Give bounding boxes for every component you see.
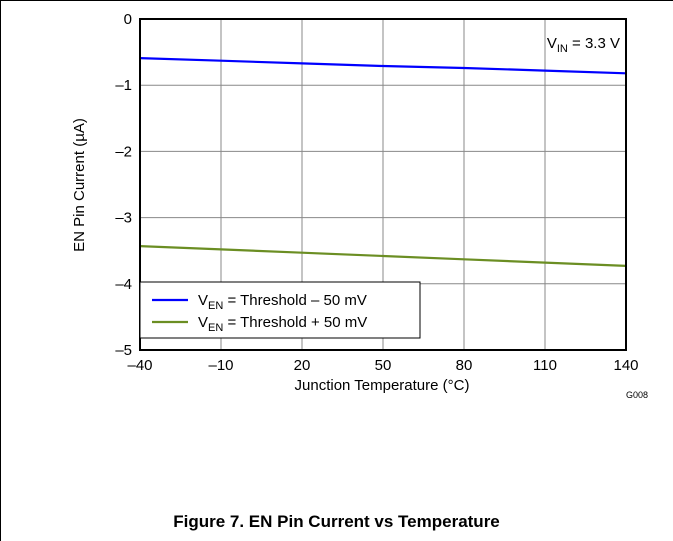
y-tick-label: –1 [115, 77, 132, 94]
series-line-1 [139, 57, 627, 75]
x-tick-label: 110 [533, 357, 557, 374]
x-tick-label: 50 [375, 357, 392, 374]
plot-frame [139, 18, 627, 351]
x-tick-label: –40 [127, 357, 152, 374]
figure-id: G008 [626, 390, 648, 400]
chart: 0 –1 –2 –3 –4 –5 –40 –10 20 50 80 110 140 EN Pin Cu… [71, 11, 648, 400]
figure-caption: Figure 7. EN Pin Current vs Temperature [173, 512, 500, 531]
y-axis-label: EN Pin Current (µA) [71, 118, 88, 252]
page-frame-left [0, 0, 1, 541]
legend-box [139, 281, 421, 339]
y-tick-label: –5 [115, 342, 132, 359]
page-frame-top [0, 0, 673, 1]
series-lines [139, 57, 627, 267]
x-tick-label: 20 [294, 357, 311, 374]
y-tick-label: 0 [124, 11, 132, 28]
y-tick-label: –4 [115, 276, 132, 293]
y-tick-label: –3 [115, 210, 132, 227]
vin-annotation: VIN = 3.3 V [547, 35, 620, 55]
y-tick-labels: 0 –1 –2 –3 –4 –5 [115, 11, 132, 359]
series-line-2 [139, 245, 627, 267]
y-tick-label: –2 [115, 143, 132, 160]
x-tick-label: 140 [613, 357, 638, 374]
x-tick-label: 80 [456, 357, 473, 374]
x-tick-labels: –40 –10 20 50 80 110 140 [127, 357, 638, 374]
x-tick-label: –10 [208, 357, 233, 374]
legend-label-2: VEN = Threshold + 50 mV [198, 314, 367, 334]
legend-label-1: VEN = Threshold – 50 mV [198, 292, 367, 312]
x-axis-label: Junction Temperature (°C) [295, 377, 470, 394]
